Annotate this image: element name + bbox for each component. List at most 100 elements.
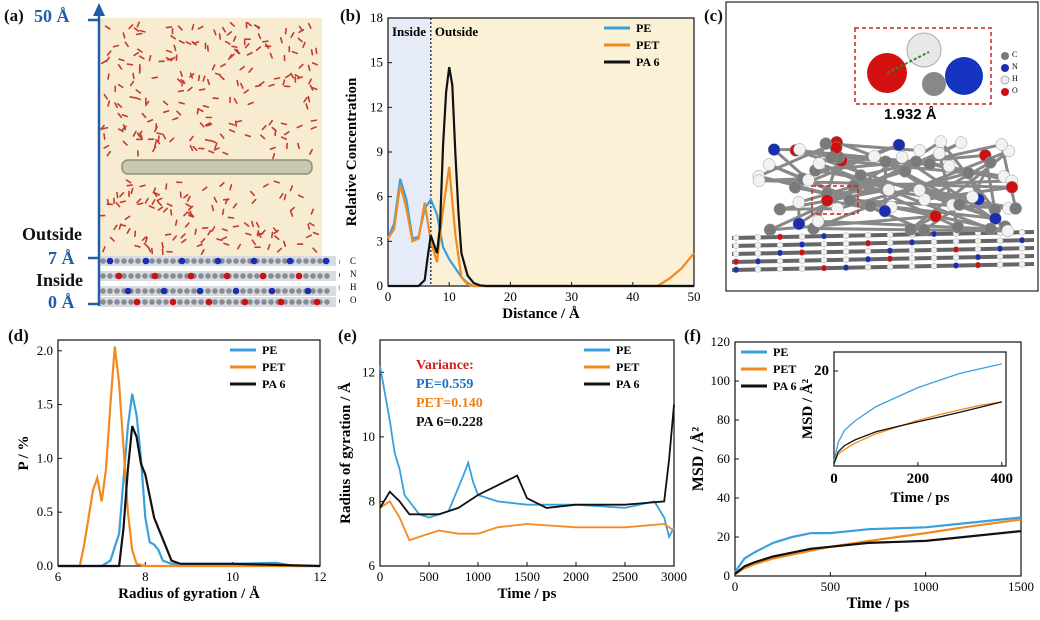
- water-molecule: [235, 48, 241, 55]
- heteroatom: [250, 257, 258, 265]
- legend-label: PE: [616, 343, 631, 357]
- x-tick-label: 12: [314, 569, 327, 584]
- polymer-atom: [825, 151, 838, 164]
- legend-label: PET: [616, 360, 639, 374]
- heteroatom: [286, 257, 294, 265]
- water-molecule: [176, 78, 183, 84]
- water-molecule: [156, 197, 163, 202]
- carbon-atom: [198, 299, 204, 305]
- water-molecule: [199, 122, 205, 128]
- inside-region: [388, 18, 431, 286]
- series-line-pet: [387, 166, 695, 288]
- water-molecule: [289, 210, 294, 217]
- water-molecule: [279, 193, 284, 199]
- carbon-atom: [205, 288, 211, 294]
- carbon-atom: [128, 258, 134, 264]
- carbon-atom: [296, 258, 302, 264]
- carbon-atom: [114, 299, 120, 305]
- carbon-atom: [100, 258, 106, 264]
- heteroatom: [160, 287, 168, 295]
- sheet-atom: [754, 242, 762, 249]
- water-molecule: [143, 242, 149, 248]
- water-molecule: [213, 29, 217, 36]
- water-molecule: [236, 79, 239, 87]
- water-molecule: [258, 81, 265, 86]
- carbon-atom: [219, 273, 225, 279]
- carbon-atom: [135, 273, 141, 279]
- x-tick-label: 3000: [661, 569, 687, 584]
- water-molecule: [214, 142, 218, 149]
- water-molecule: [144, 236, 148, 244]
- y-axis-label: MSD / Å²: [689, 427, 707, 492]
- plot-frame: [734, 341, 1022, 577]
- sheet-atom: [754, 250, 762, 257]
- sheet-atom: [952, 262, 960, 269]
- plot-frame: [387, 17, 695, 287]
- x-tick-label: 500: [419, 569, 439, 584]
- water-molecule: [206, 78, 211, 86]
- water-molecule: [124, 215, 131, 221]
- sheet-atom: [1018, 237, 1026, 244]
- water-molecule: [229, 53, 235, 59]
- carbon-atom: [268, 273, 274, 279]
- graphene-layer: [100, 297, 336, 307]
- water-molecule: [183, 211, 189, 217]
- variance-pe: PE=0.559: [416, 377, 474, 392]
- sheet-atom: [798, 241, 806, 248]
- water-molecule: [122, 140, 128, 146]
- water-molecule: [196, 243, 203, 247]
- polymer-atom: [895, 150, 909, 164]
- legend-label: PE: [773, 345, 788, 359]
- water-molecule: [233, 97, 238, 104]
- water-molecule: [310, 48, 314, 56]
- sheet-atom: [864, 264, 872, 271]
- water-molecule: [221, 208, 225, 216]
- water-molecule: [129, 96, 136, 99]
- water-molecule: [151, 199, 156, 206]
- polymer-atom: [1001, 224, 1015, 238]
- water-molecule: [156, 200, 163, 207]
- legend-label: PA 6: [636, 55, 659, 69]
- polymer-atom: [868, 150, 881, 163]
- carbon-atom: [205, 258, 211, 264]
- water-molecule: [256, 232, 264, 235]
- chart-e: 0 500 1000 1500 2000 2500 3000 6 8 10 12 Time / ps R…: [338, 339, 687, 602]
- polymer-atom: [989, 212, 1002, 225]
- water-molecule: [169, 137, 175, 143]
- water-molecule: [133, 51, 140, 57]
- heteroatom: [124, 287, 132, 295]
- water-molecule: [162, 110, 170, 114]
- panel-letter-e: (e): [338, 326, 357, 345]
- water-molecule: [232, 35, 237, 42]
- carbon-atom: [184, 258, 190, 264]
- series-line-pet: [833, 401, 1002, 464]
- polymer-atom: [954, 136, 968, 149]
- sheet-atom: [820, 232, 828, 240]
- polymer-atom: [767, 143, 781, 156]
- carbon-atom: [135, 258, 141, 264]
- legend-a-n: N: [350, 269, 357, 279]
- region-label-inside: Inside: [392, 24, 426, 39]
- variance-pet: PET=0.140: [416, 396, 483, 411]
- water-molecule: [152, 187, 157, 194]
- water-molecule: [282, 79, 286, 86]
- y-tick-label: 0.0: [37, 558, 53, 573]
- y-tick-label: 6: [377, 189, 384, 204]
- polymer-atom: [811, 215, 825, 228]
- water-molecule: [119, 200, 127, 204]
- water-molecule: [244, 134, 252, 138]
- water-molecule: [180, 238, 187, 244]
- water-molecule: [268, 83, 275, 87]
- heteroatom: [304, 287, 312, 295]
- bond: [818, 162, 992, 231]
- carbon-atom: [226, 288, 232, 294]
- water-molecule: [297, 142, 300, 150]
- water-molecule: [220, 63, 227, 68]
- carbon-atom: [310, 258, 316, 264]
- water-molecule: [194, 228, 197, 236]
- legend-c-n: N: [1012, 62, 1018, 71]
- molecule-structure: [731, 135, 1035, 273]
- water-molecule: [228, 122, 235, 126]
- carbon-atom: [261, 299, 267, 305]
- legend-label: PE: [262, 343, 277, 357]
